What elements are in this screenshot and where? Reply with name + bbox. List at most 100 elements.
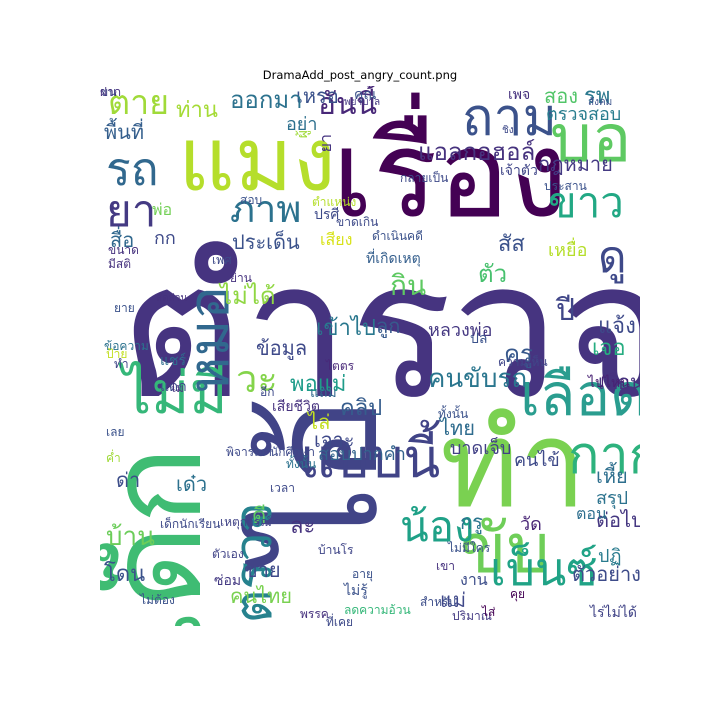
- cloud-word: บ้านโร: [318, 543, 354, 557]
- cloud-word: ลดความอ้วน: [344, 603, 411, 617]
- cloud-word: กก: [154, 228, 176, 249]
- cloud-word: บ้าน: [106, 522, 155, 552]
- cloud-word: ขนาด: [108, 243, 139, 257]
- cloud-word: พิจารณา: [226, 445, 272, 459]
- cloud-word: ขาว: [548, 178, 624, 227]
- cloud-word: ตัวอย่าง: [572, 562, 640, 586]
- cloud-word: รพ: [584, 86, 611, 109]
- cloud-word: เด็กนักเรียน: [160, 517, 221, 531]
- cloud-word: ตัว: [478, 260, 508, 288]
- cloud-word: ไทย: [440, 416, 475, 440]
- cloud-word: อันนี้: [318, 87, 378, 122]
- cloud-word: ปฏิ: [598, 546, 622, 567]
- cloud-word: ป้าย: [106, 347, 128, 361]
- cloud-word: เจาะ: [314, 428, 355, 452]
- cloud-word: งาน: [460, 570, 488, 589]
- cloud-word: ไปไหน: [588, 375, 630, 391]
- cloud-word: คนขับรถ: [428, 364, 528, 394]
- cloud-word: เขา: [436, 559, 456, 573]
- cloud-word: อย่า: [286, 114, 318, 135]
- cloud-word: เบ็นซ์: [490, 542, 598, 596]
- cloud-word: ที่เกิดเหตุ: [366, 251, 421, 267]
- cloud-word: สังคม: [588, 97, 613, 108]
- cloud-word: อายุ: [352, 567, 373, 581]
- cloud-word: รถ: [106, 142, 159, 196]
- cloud-word: ละ: [290, 514, 316, 539]
- cloud-word: สอบ: [240, 193, 263, 207]
- cloud-word: อีก: [260, 385, 275, 399]
- cloud-word: แจ้ง: [598, 314, 636, 339]
- cloud-word: ผู้: [295, 130, 311, 139]
- cloud-word: กาก: [568, 426, 640, 486]
- cloud-word: ยา: [316, 134, 335, 153]
- cloud-word: ปรศี: [314, 207, 340, 223]
- cloud-word: ข้อมูล: [256, 336, 308, 360]
- cloud-word: นักศึกษา: [270, 445, 315, 459]
- cloud-word: กรู: [460, 510, 483, 534]
- cloud-word: เลย: [106, 425, 125, 439]
- cloud-word: ค่ำ: [106, 451, 121, 465]
- cloud-word: ตอน: [576, 504, 607, 523]
- cloud-word: บาดเจ็บ: [450, 438, 512, 459]
- cloud-word: ขาดเกิน: [336, 215, 379, 229]
- cloud-word: คลิป: [340, 396, 383, 421]
- cloud-word: ไม่มี: [122, 359, 228, 427]
- cloud-word: สอบปากคำ: [318, 444, 406, 465]
- cloud-word: เหยื่อ: [548, 240, 588, 261]
- cloud-word: ถาม: [462, 88, 557, 148]
- cloud-word: ไม: [170, 381, 184, 395]
- cloud-word: แดก: [160, 379, 187, 395]
- cloud-word: ทั้งนั้น: [438, 407, 469, 421]
- cloud-word: พอแม่: [290, 372, 347, 397]
- cloud-word: ย่าน: [230, 271, 252, 285]
- cloud-word: ตำแหน่ง: [312, 195, 357, 209]
- cloud-word: เสียง: [320, 230, 353, 249]
- cloud-word: ปล: [470, 331, 488, 347]
- cloud-word: แถม: [310, 385, 337, 401]
- cloud-word: ขน: [100, 86, 117, 99]
- cloud-word: แบบนี้: [300, 427, 441, 490]
- cloud-word: ซ่อม: [214, 573, 242, 589]
- cloud-word: แม่: [440, 588, 467, 612]
- cloud-word: เข้าไป: [316, 316, 376, 341]
- cloud-word: หลวงพ่อ: [428, 320, 493, 341]
- cloud-word: สัดส่วน: [156, 293, 188, 304]
- cloud-word: เหี้ย: [596, 464, 628, 488]
- cloud-word: ไม่รู้: [344, 583, 368, 599]
- cloud-word: แอลกอฮอล์: [418, 138, 536, 166]
- cloud-word: ปริมาณ: [452, 609, 492, 623]
- cloud-word: สรุป: [596, 488, 629, 509]
- cloud-word: มีสติ: [108, 257, 132, 271]
- cloud-word: ออกมา: [230, 86, 303, 114]
- cloud-word: ตำรวจ: [120, 220, 640, 441]
- cloud-word: คนไข้: [514, 450, 560, 471]
- cloud-word: ตัวเอง: [212, 547, 244, 561]
- cloud-word: แชร์: [160, 353, 187, 369]
- cloud-word: กลายเป็น: [400, 171, 449, 185]
- cloud-word: เลือด: [520, 361, 640, 429]
- cloud-word: สัส: [498, 232, 525, 257]
- cloud-word: ลูก: [376, 314, 401, 338]
- cloud-word: แมง: [178, 108, 336, 211]
- word-cloud: ตำรวจเรื่องไอ้ทำเด็กแมงบอถามเลือดไม่มีแบ…: [100, 86, 640, 626]
- cloud-word: สอง: [544, 86, 578, 108]
- cloud-word: ขับ: [460, 510, 550, 589]
- cloud-word: เจอ: [592, 336, 626, 361]
- cloud-word: เรื่อง: [332, 106, 569, 245]
- cloud-word: น้อง: [400, 502, 475, 551]
- cloud-word: ประเด็น: [232, 230, 300, 254]
- cloud-word: กิน: [390, 269, 427, 302]
- cloud-word: วะ: [236, 357, 278, 401]
- cloud-word: ประสาน: [544, 179, 587, 193]
- cloud-word: เหรอ: [296, 86, 339, 108]
- cloud-word: ไร่ไม่ได้: [590, 605, 637, 621]
- cloud-word: คุณ: [354, 87, 377, 103]
- cloud-word: คุย: [510, 587, 526, 601]
- cloud-word: เหตุการณ์: [220, 515, 272, 529]
- cloud-word: ดู: [598, 232, 627, 283]
- cloud-word: ความเห็น: [498, 355, 548, 369]
- cloud-word: ฝาก: [100, 86, 122, 99]
- cloud-word: ขาย: [244, 558, 281, 582]
- cloud-word: โดน: [104, 562, 146, 587]
- cloud-word: ที่เคย: [326, 615, 354, 626]
